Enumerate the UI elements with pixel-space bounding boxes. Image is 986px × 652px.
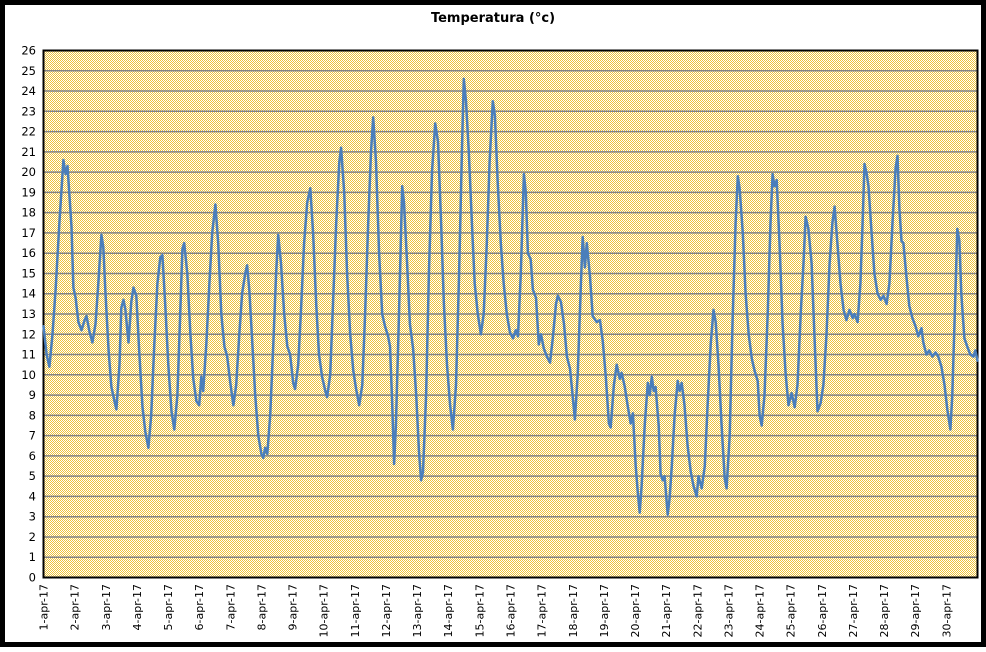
x-axis-label: 24-apr-17 [754,584,767,637]
y-axis-label: 20 [21,165,36,179]
x-axis-label: 22-apr-17 [691,584,704,637]
y-axis-label: 3 [29,510,36,524]
chart-title: Temperatura (°c) [430,11,556,26]
x-axis-label: 26-apr-17 [816,584,829,637]
x-axis-label: 23-apr-17 [722,584,735,637]
y-axis-label: 10 [21,368,36,382]
x-axis-label: 15-apr-17 [473,584,486,637]
y-axis-label: 17 [21,226,36,240]
y-axis-label: 0 [29,571,36,585]
y-axis-label: 22 [21,125,36,139]
x-axis-label: 17-apr-17 [536,584,549,637]
y-axis-label: 9 [29,388,36,402]
y-axis-label: 13 [21,307,36,321]
y-axis-label: 1 [29,550,36,564]
x-axis-label: 14-apr-17 [442,584,455,637]
x-axis-label: 27-apr-17 [847,584,860,637]
x-axis-label: 8-apr-17 [255,584,268,630]
x-axis-label: 7-apr-17 [224,584,237,630]
x-axis-label: 18-apr-17 [567,584,580,637]
x-axis-label: 12-apr-17 [380,584,393,637]
x-axis-label: 10-apr-17 [318,584,331,637]
y-axis-label: 12 [21,327,36,341]
y-axis-label: 8 [29,408,36,422]
y-axis-label: 24 [21,84,36,98]
x-axis-label: 9-apr-17 [287,584,300,630]
x-axis-label: 3-apr-17 [100,584,113,630]
x-axis-label: 19-apr-17 [598,584,611,637]
x-axis-label: 25-apr-17 [785,584,798,637]
y-axis-label: 21 [21,145,36,159]
temperature-line-chart: 0123456789101112131415161718192021222324… [21,44,979,637]
y-axis-label: 6 [29,449,36,463]
x-axis-label: 11-apr-17 [349,584,362,637]
x-axis-label: 28-apr-17 [878,584,891,637]
x-axis-label: 16-apr-17 [505,584,518,637]
y-axis-label: 5 [29,469,36,483]
y-axis-label: 23 [21,104,36,118]
x-axis-label: 4-apr-17 [131,584,144,630]
y-axis-label: 11 [21,348,36,362]
y-axis-label: 4 [29,489,36,503]
temperature-series-line [42,77,979,516]
y-axis-label: 2 [29,530,36,544]
y-axis-label: 7 [29,429,36,443]
x-axis-label: 13-apr-17 [411,584,424,637]
x-axis-label: 2-apr-17 [69,584,82,630]
y-axis-label: 14 [21,287,36,301]
x-axis-label: 5-apr-17 [162,584,175,630]
y-axis-label: 19 [21,185,36,199]
y-axis-label: 25 [21,64,36,78]
x-axis-label: 29-apr-17 [909,584,922,637]
x-axis-label: 30-apr-17 [940,584,953,637]
y-axis-label: 16 [21,246,36,260]
x-axis-label: 1-apr-17 [38,584,51,630]
x-axis-label: 20-apr-17 [629,584,642,637]
y-axis-label: 26 [21,44,36,58]
y-axis-label: 15 [21,266,36,280]
x-axis-label: 21-apr-17 [660,584,673,637]
y-axis-label: 18 [21,206,36,220]
x-axis-label: 6-apr-17 [193,584,206,630]
